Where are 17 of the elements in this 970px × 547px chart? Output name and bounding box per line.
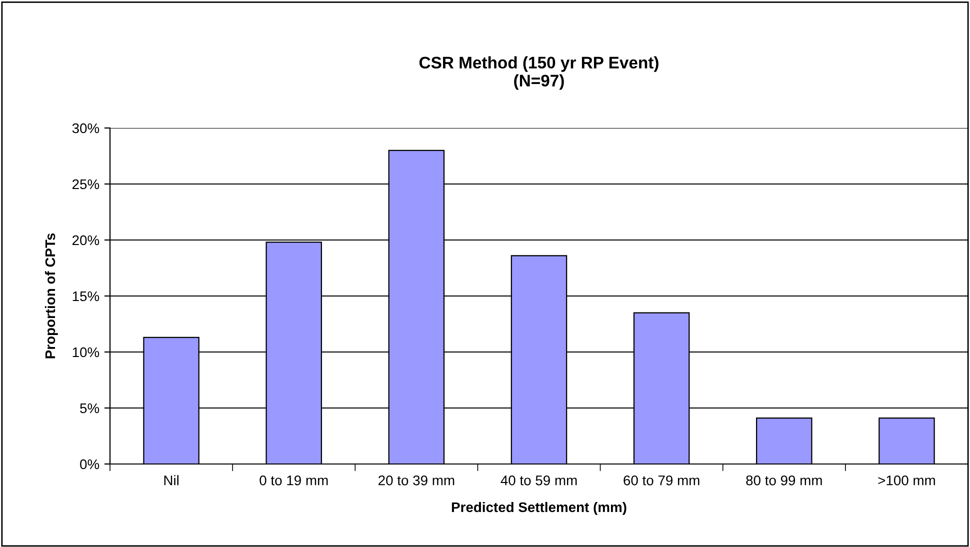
x-tick-label: >100 mm [878, 475, 935, 486]
x-tick-label: 80 to 99 mm [746, 475, 822, 486]
y-tick-label: 30% [72, 123, 100, 134]
y-tick-label: 20% [72, 235, 100, 246]
x-tick-label: 60 to 79 mm [624, 475, 700, 486]
y-tick-label: 10% [72, 347, 100, 358]
x-tick-label: 40 to 59 mm [500, 475, 577, 486]
y-tick-label: 15% [72, 291, 100, 302]
x-tick-label: 0 to 19 mm [260, 475, 328, 486]
y-tick-label: 25% [72, 179, 100, 190]
x-tick-label: 20 to 39 mm [378, 475, 454, 486]
chart-title: CSR Method (150 yr RP Event) (N=97) [419, 56, 658, 90]
y-tick-label: 0% [80, 459, 100, 470]
y-tick-label: 5% [80, 403, 100, 414]
y-axis-title: Proportion of CPTs [44, 233, 58, 358]
x-tick-label: Nil [164, 475, 178, 486]
x-axis-title: Predicted Settlement (mm) [452, 502, 626, 515]
